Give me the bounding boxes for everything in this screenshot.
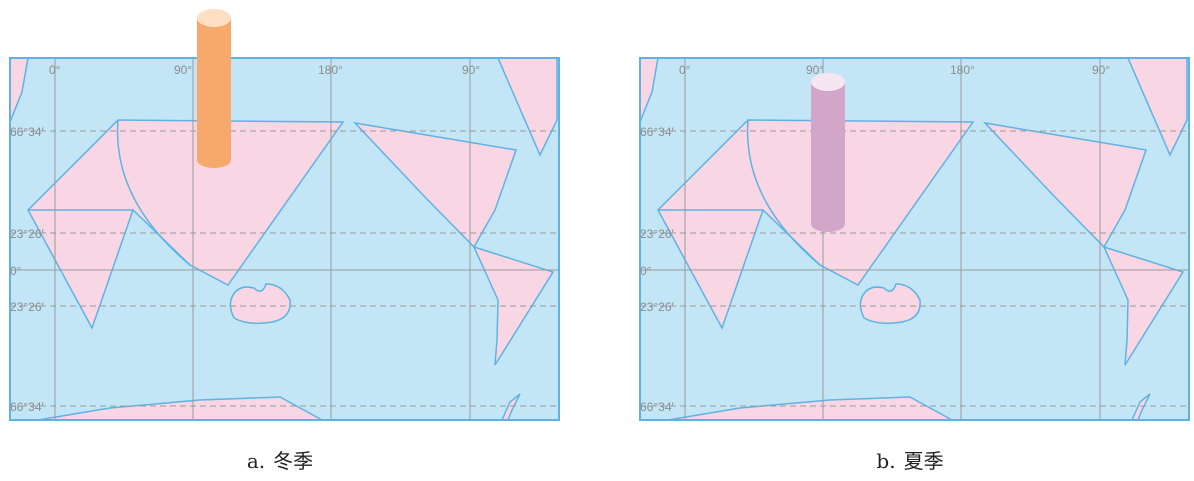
continent-africa-wedge <box>27 119 345 330</box>
latitude-label-tropic-cancer: 23°26′ <box>10 227 44 241</box>
latitude-label-arctic-circle: 66°34′ <box>640 125 674 139</box>
longitude-label-0: 0° <box>679 63 691 77</box>
longitude-label-90e: 90° <box>174 63 192 77</box>
pressure-cylinder-marker <box>197 9 231 168</box>
longitude-label-180: 180° <box>318 63 343 77</box>
map-panel-winter: 0° 90° 180° 90° 66°34′ 23°26′ 0° 23°26′ … <box>0 0 560 481</box>
continent-divider-lines <box>658 119 821 266</box>
longitude-label-90e: 90° <box>806 63 824 77</box>
longitude-label-0: 0° <box>49 63 61 77</box>
map-frame <box>639 57 1190 421</box>
map-panel-summer: 0° 90° 180° 90° 66°34′ 23°26′ 0° 23°26′ … <box>630 0 1190 481</box>
longitude-label-90w: 90° <box>1092 63 1110 77</box>
latitude-label-antarctic-circle: 66°34′ <box>10 400 44 414</box>
grid-lines <box>10 58 559 420</box>
continent-asia-wedge <box>352 121 518 249</box>
pressure-cylinder-marker <box>811 73 845 232</box>
latitude-label-tropic-capricorn: 23°26′ <box>10 300 44 314</box>
continent-australia <box>859 283 921 325</box>
longitude-label-180: 180° <box>950 63 975 77</box>
caption-label: b. <box>876 449 896 473</box>
continent-divider-lines <box>28 119 191 266</box>
longitude-label-90w: 90° <box>462 63 480 77</box>
latitude-label-arctic-circle: 66°34′ <box>10 125 44 139</box>
caption-summer: b. 夏季 <box>630 445 1190 474</box>
grid-lines <box>640 58 1189 420</box>
latitude-label-tropic-capricorn: 23°26′ <box>640 300 674 314</box>
map-canvas: 0° 90° 180° 90° 66°34′ 23°26′ 0° 23°26′ … <box>9 9 560 421</box>
latitude-label-equator: 0° <box>10 264 22 278</box>
continent-asia-wedge <box>982 121 1148 249</box>
map-frame <box>9 57 560 421</box>
latitude-label-equator: 0° <box>640 264 652 278</box>
caption-winter: a. 冬季 <box>0 445 560 474</box>
caption-label: a. <box>246 449 266 473</box>
caption-text: 冬季 <box>273 449 314 473</box>
map-canvas: 0° 90° 180° 90° 66°34′ 23°26′ 0° 23°26′ … <box>639 57 1190 421</box>
caption-text: 夏季 <box>903 449 944 473</box>
latitude-label-tropic-cancer: 23°26′ <box>640 227 674 241</box>
latitude-label-antarctic-circle: 66°34′ <box>640 400 674 414</box>
continent-australia <box>229 283 291 325</box>
